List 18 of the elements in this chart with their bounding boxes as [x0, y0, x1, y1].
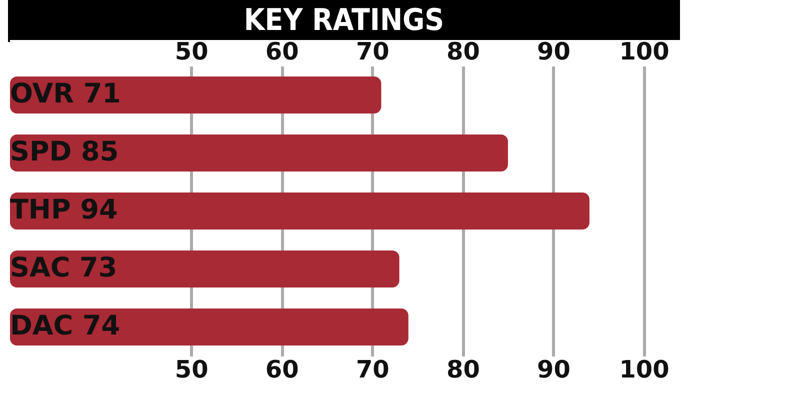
x2-tick-label: 50: [174, 356, 208, 384]
x2-tick-label: 70: [356, 356, 390, 384]
x-tick-label: 90: [537, 38, 570, 66]
y-tick-label: SAC 73: [10, 252, 118, 284]
x-tick-label: 50: [174, 38, 208, 66]
y-tick-label: SPD 85: [10, 136, 119, 168]
x2-tick-label: 60: [265, 356, 299, 384]
x2-tick-label: 90: [537, 356, 570, 384]
y-tick-label: THP 94: [10, 194, 118, 226]
x-tick-label: 100: [619, 38, 670, 66]
y-tick-label: OVR 71: [10, 78, 121, 110]
x-tick-label: 60: [265, 38, 299, 66]
x-tick-label: 80: [446, 38, 480, 66]
x-tick-label: 70: [356, 38, 390, 66]
x2-tick-label: 80: [446, 356, 480, 384]
chart-title: KEY RATINGS: [244, 3, 444, 38]
x2-tick-label: 100: [619, 356, 670, 384]
y-tick-label: DAC 74: [10, 310, 120, 342]
